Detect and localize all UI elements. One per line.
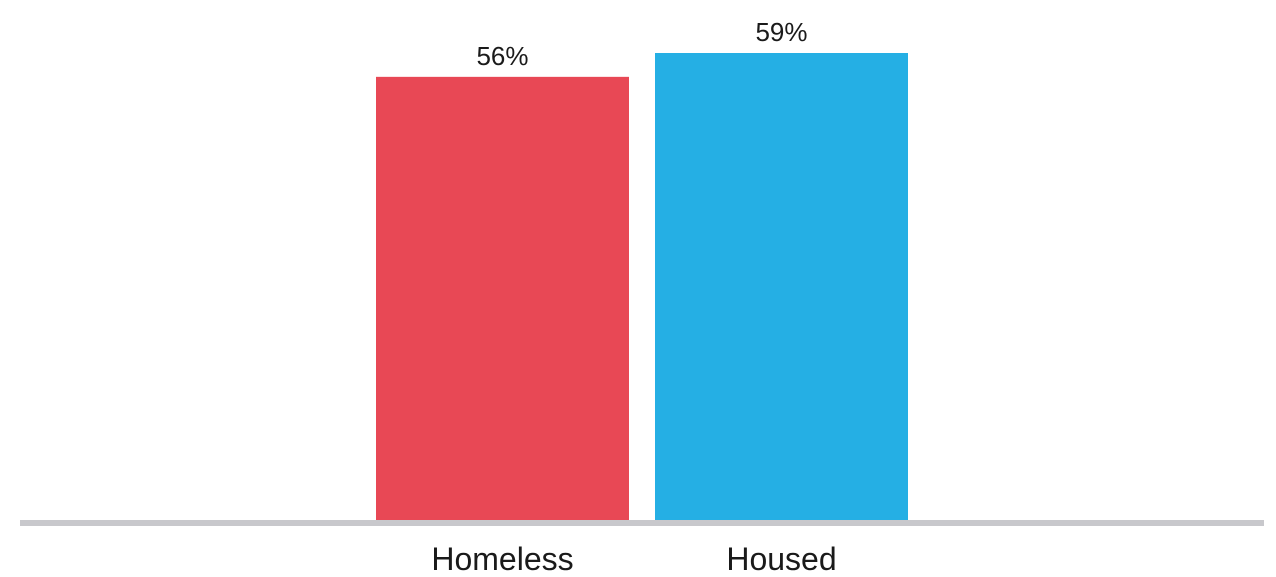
category-label-housed: Housed (726, 541, 836, 577)
bar-homeless (376, 76, 629, 522)
bars-group (376, 53, 908, 522)
category-label-homeless: Homeless (431, 541, 573, 577)
bar-housed (655, 53, 908, 522)
value-label-homeless: 56% (476, 41, 528, 71)
value-labels-group: 56% 59% (476, 17, 807, 71)
value-label-housed: 59% (755, 17, 807, 47)
category-labels-group: Homeless Housed (431, 541, 836, 577)
